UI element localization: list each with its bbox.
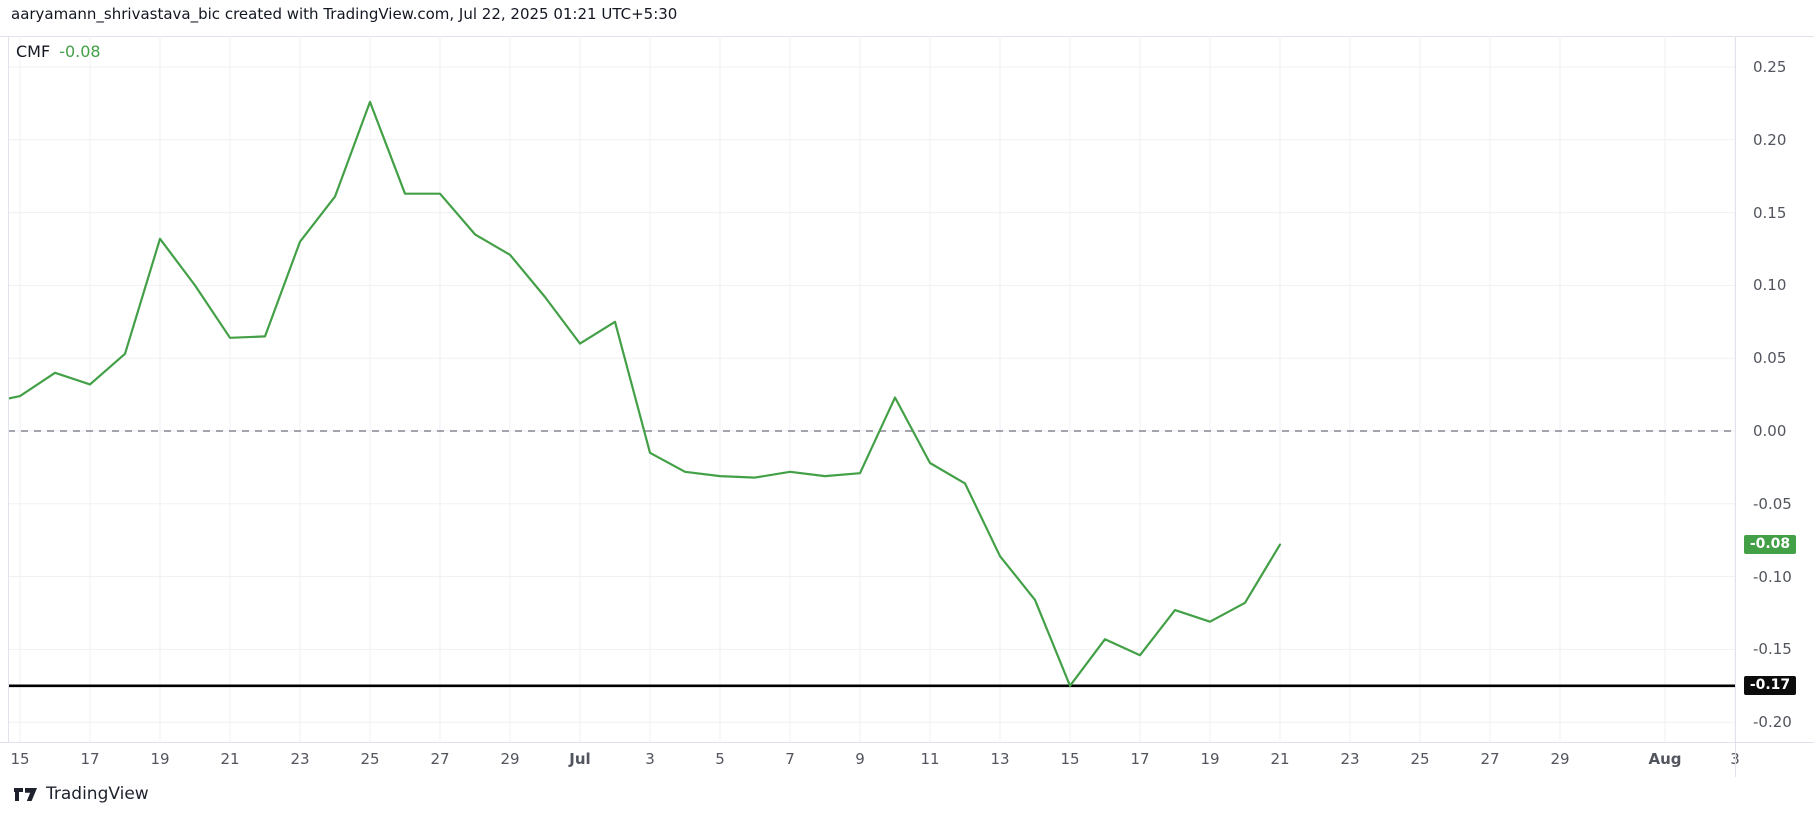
price-scale-label: 0.20 [1753, 130, 1787, 149]
price-scale-label: 0.05 [1753, 349, 1787, 368]
cmf-series-line [8, 100, 1282, 687]
level-line-badge: -0.17 [1744, 676, 1796, 696]
time-scale-label: Jul [569, 750, 591, 768]
time-scale-label: 11 [920, 750, 940, 768]
price-scale-label: 0.10 [1753, 276, 1787, 295]
time-scale-label: 27 [1480, 750, 1500, 768]
time-scale-divider [0, 742, 1814, 743]
time-scale-label: 23 [1340, 750, 1360, 768]
time-scale-label: 25 [1410, 750, 1430, 768]
time-scale-label: 17 [80, 750, 100, 768]
price-scale-label: -0.20 [1753, 713, 1792, 732]
time-scale-label: 17 [1130, 750, 1150, 768]
indicator-value: -0.08 [59, 42, 101, 61]
time-scale-label: 27 [430, 750, 450, 768]
price-scale-divider [1735, 36, 1736, 777]
time-scale-label: 23 [290, 750, 310, 768]
time-scale-label: 15 [1060, 750, 1080, 768]
price-scale-label: 0.25 [1753, 58, 1787, 76]
time-scale-label: 19 [150, 750, 170, 768]
time-scale-label: 5 [715, 750, 725, 768]
tradingview-logo-text: TradingView [46, 784, 149, 804]
last-value-badge: -0.08 [1744, 535, 1796, 555]
time-scale-label: 7 [785, 750, 795, 768]
time-scale-label: 21 [220, 750, 240, 768]
time-scale-label: 15 [10, 750, 30, 768]
tradingview-logo[interactable]: TradingView [14, 784, 149, 804]
header-divider [0, 36, 1814, 37]
time-scale-label: 19 [1200, 750, 1220, 768]
pane-left-border [8, 36, 9, 742]
time-scale-label: 21 [1270, 750, 1290, 768]
time-scale-label: 3 [645, 750, 655, 768]
price-scale-label: -0.15 [1753, 640, 1792, 659]
price-scale-label: 0.15 [1753, 203, 1787, 222]
time-scale-label: Aug [1648, 750, 1682, 768]
price-scale-label: -0.05 [1753, 494, 1792, 513]
attribution-text: aaryamann_shrivastava_bic created with T… [11, 5, 678, 23]
time-scale-label: 13 [990, 750, 1010, 768]
price-scale-label: -0.10 [1753, 567, 1792, 586]
time-scale-label: 9 [855, 750, 865, 768]
time-scale-label: 29 [1550, 750, 1570, 768]
indicator-legend: CMF -0.08 [16, 42, 101, 61]
time-scale-label: 25 [360, 750, 380, 768]
time-scale-label: 29 [500, 750, 520, 768]
indicator-name: CMF [16, 42, 51, 61]
price-scale-label: 0.00 [1753, 422, 1787, 440]
tradingview-mark-icon [14, 787, 37, 801]
cmf-line-chart [8, 36, 1735, 742]
